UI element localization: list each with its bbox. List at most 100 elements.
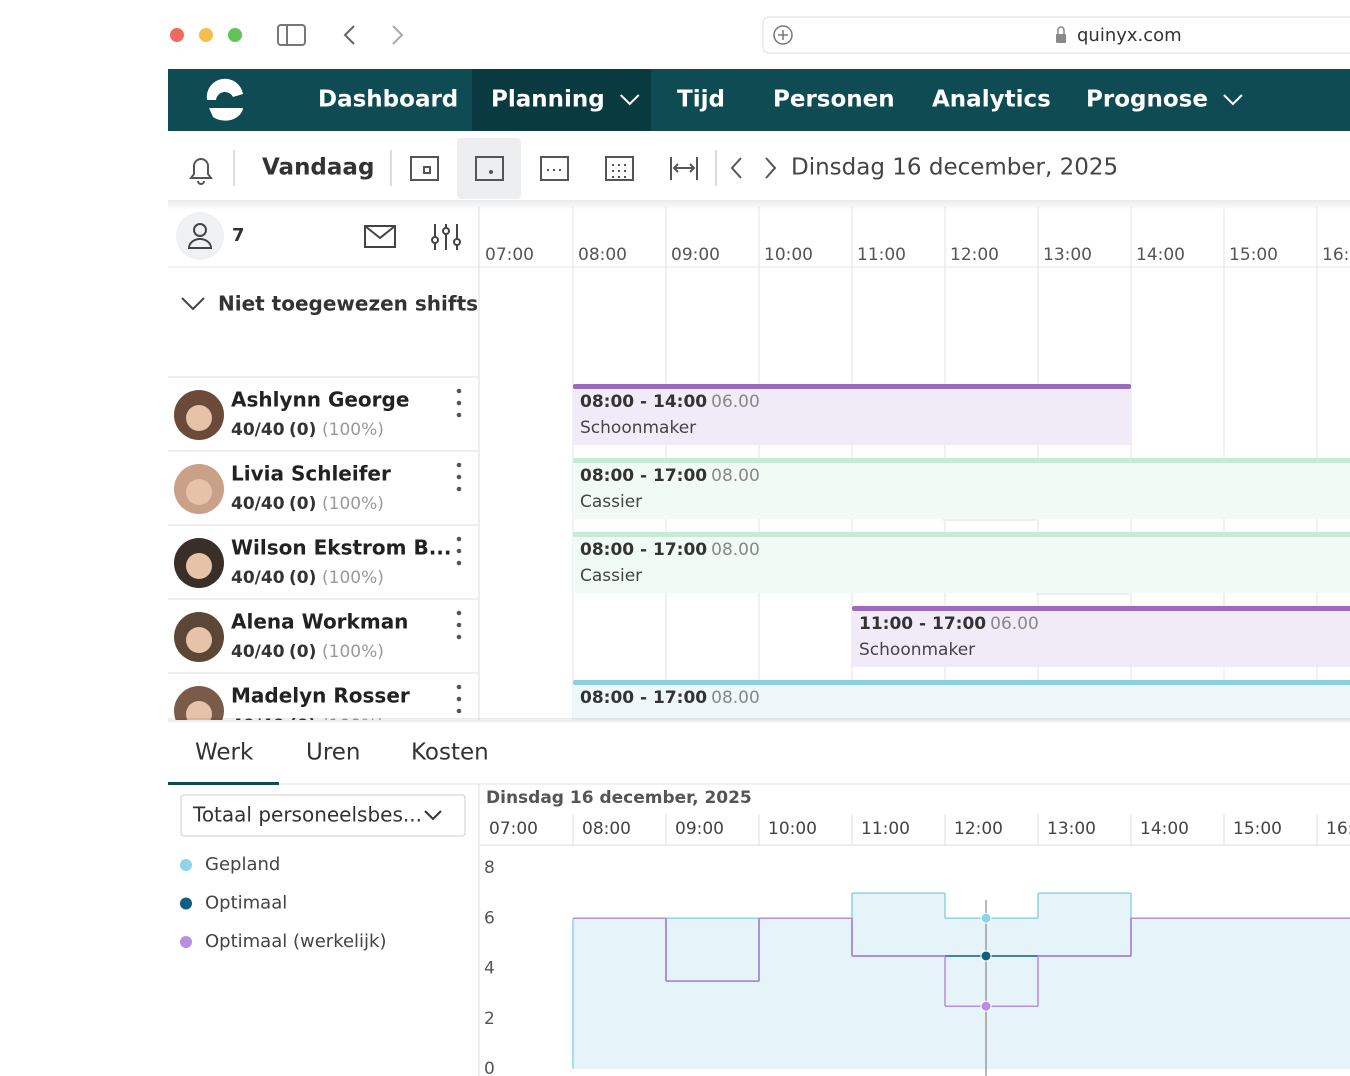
toolbar-shadow [168, 200, 1350, 210]
area-fill [1317, 918, 1350, 1069]
area-fill [666, 918, 759, 1069]
nav-item[interactable]: Planning [491, 87, 605, 113]
kebab-dot [456, 696, 462, 702]
nav-item[interactable]: Analytics [932, 87, 1051, 113]
avatar-face [186, 701, 212, 720]
collapse-icon[interactable] [181, 297, 205, 311]
shift-role: Cassier [580, 566, 642, 586]
prev-day[interactable] [730, 157, 742, 179]
range-icon[interactable] [670, 157, 698, 180]
area-fill [945, 918, 1038, 1069]
shift-time: 08:00 - 14:00 06.00 [580, 392, 760, 412]
nav-item[interactable]: Prognose [1086, 87, 1208, 113]
new-tab-icon[interactable] [773, 25, 793, 45]
minimize-button[interactable] [199, 28, 213, 42]
sidebar-toggle[interactable] [277, 24, 306, 46]
hour-label: 11:00 [857, 245, 906, 265]
y-tick-label: 4 [484, 959, 495, 979]
unassigned-label[interactable]: Niet toegewezen shifts [218, 292, 478, 316]
employee-pct: (100%) [322, 568, 384, 588]
day-view-icon[interactable] [410, 156, 439, 181]
kebab-dot [456, 548, 462, 554]
legend-label[interactable]: Gepland [205, 854, 280, 875]
dropdown-text: Totaal personeelsbes... [192, 803, 422, 827]
nav-chevron [620, 94, 640, 106]
legend-label[interactable]: Optimaal (werkelijk) [205, 931, 387, 952]
shift[interactable] [573, 680, 1350, 741]
dropdown[interactable] [180, 794, 466, 837]
employee-name[interactable]: Livia Schleifer [231, 462, 391, 486]
avatar-face [186, 627, 212, 653]
zoom-button[interactable] [228, 28, 242, 42]
single-day-icon[interactable] [475, 156, 504, 181]
kebab-dot [456, 400, 462, 406]
view-selected [457, 138, 521, 199]
y-tick-label: 2 [484, 1009, 495, 1029]
avatar-face [186, 553, 212, 579]
kebab-dot [456, 560, 462, 566]
nav-item[interactable]: Personen [773, 87, 895, 113]
shift-bar [573, 458, 1350, 463]
shift-range: 08:00 - 17:00 [580, 688, 707, 708]
tab[interactable]: Kosten [411, 740, 489, 766]
kebab-dot [456, 536, 462, 542]
employee-hours: 40/40 [231, 642, 285, 662]
employee-name[interactable]: Alena Workman [231, 610, 408, 634]
kebab-dot [456, 462, 462, 468]
week-view-icon[interactable] [540, 156, 569, 181]
shift-duration: 06.00 [990, 614, 1039, 634]
hour-label: 15:00 [1229, 245, 1278, 265]
person-icon [187, 223, 213, 249]
hour-label: 14:00 [1136, 245, 1185, 265]
chart-title: Dinsdag 16 december, 2025 [486, 788, 752, 808]
shift[interactable] [573, 458, 1350, 519]
dropdown-arrow [424, 810, 442, 821]
shift-duration: 08.00 [711, 466, 760, 486]
shift-duration: 08.00 [711, 540, 760, 560]
mail-icon[interactable] [364, 225, 396, 248]
shift[interactable] [573, 532, 1350, 593]
shift-role: Schoonmaker [859, 640, 975, 660]
back-button[interactable] [343, 25, 355, 45]
shift-role: Schoonmaker [580, 418, 696, 438]
x-tick-label: 13:00 [1047, 819, 1096, 839]
close-button[interactable] [170, 28, 184, 42]
hour-label: 13:00 [1043, 245, 1092, 265]
shift[interactable] [573, 384, 1131, 445]
logo[interactable] [206, 78, 243, 121]
area-fill [852, 893, 945, 1069]
y-tick-label: 8 [484, 858, 495, 878]
tab[interactable]: Uren [306, 740, 361, 766]
filter-icon[interactable] [431, 224, 461, 250]
employee-extra: (0) [289, 420, 316, 440]
shift-time: 08:00 - 17:00 08.00 [580, 688, 760, 708]
shift[interactable] [852, 606, 1350, 667]
avatar-face [186, 479, 212, 505]
forward-button[interactable] [392, 25, 404, 45]
tab[interactable]: Werk [195, 740, 254, 766]
kebab-dot [456, 388, 462, 394]
hover-dot [980, 950, 992, 962]
hour-label: 08:00 [578, 245, 627, 265]
employee-name[interactable]: Wilson Ekstrom B... [231, 536, 452, 560]
employee-name[interactable]: Madelyn Rosser [231, 684, 410, 708]
today-button[interactable]: Vandaag [262, 155, 374, 181]
x-tick-label: 08:00 [582, 819, 631, 839]
legend-swatch [180, 859, 192, 871]
kebab-dot [456, 708, 462, 714]
legend-label[interactable]: Optimaal [205, 893, 287, 914]
x-tick-label: 07:00 [489, 819, 538, 839]
employee-extra: (0) [289, 642, 316, 662]
kebab-dot [456, 684, 462, 690]
shift-range: 08:00 - 14:00 [580, 392, 707, 412]
nav-item[interactable]: Dashboard [318, 87, 458, 113]
kebab-dot [456, 474, 462, 480]
area-fill [1131, 918, 1224, 1069]
person-count: 7 [232, 225, 245, 246]
employee-name[interactable]: Ashlynn George [231, 388, 409, 412]
nav-item[interactable]: Tijd [677, 87, 725, 113]
month-view-icon[interactable] [605, 156, 634, 181]
next-day[interactable] [765, 157, 777, 179]
bell-icon[interactable] [189, 158, 213, 185]
